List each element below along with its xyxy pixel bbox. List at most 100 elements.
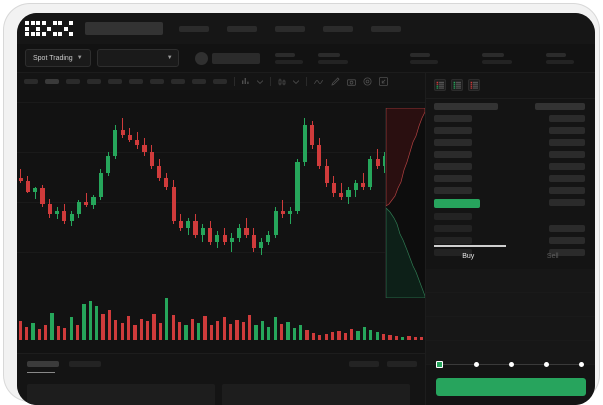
volume-bar — [165, 298, 169, 340]
timeframe-button-4[interactable] — [87, 79, 101, 84]
order-form-field[interactable] — [426, 269, 595, 293]
orderbook-ask-row[interactable] — [434, 175, 472, 182]
orderbook-bid-row[interactable] — [434, 213, 472, 220]
percent-slider[interactable] — [436, 360, 586, 370]
volume-bar — [37, 328, 41, 340]
orderbook-ask-row[interactable] — [434, 151, 472, 158]
volume-bar — [241, 321, 245, 340]
volume-bar — [44, 324, 48, 340]
volume-bar — [171, 315, 175, 340]
market-depth-overlay — [385, 108, 425, 298]
candle-body — [288, 210, 293, 215]
settings-icon[interactable] — [363, 77, 372, 86]
volume-bar — [184, 324, 188, 340]
orders-tab-2[interactable] — [69, 361, 101, 367]
orderbook-bid-row[interactable] — [434, 225, 472, 232]
candle-wick — [20, 169, 22, 184]
camera-icon[interactable] — [347, 78, 356, 86]
slider-stop-100[interactable] — [579, 361, 584, 367]
candle-body — [142, 145, 147, 153]
timeframe-button-1[interactable] — [24, 79, 38, 84]
chevron-down-icon[interactable] — [257, 79, 263, 84]
slider-stop-75[interactable] — [544, 361, 549, 367]
orderbook-ask-row[interactable] — [434, 139, 472, 146]
timeframe-button-7[interactable] — [150, 79, 164, 84]
orders-tab-1[interactable] — [27, 361, 59, 367]
timeframe-button-6[interactable] — [129, 79, 143, 84]
orderbook-ask-amount — [549, 127, 585, 134]
timeframe-button-5[interactable] — [108, 79, 122, 84]
orderbook-ask-row[interactable] — [434, 115, 472, 122]
orderbook-ask-amount — [549, 139, 585, 146]
order-form-field[interactable] — [426, 317, 595, 341]
order-form-field[interactable] — [426, 293, 595, 317]
orders-placeholder-block — [222, 384, 410, 405]
price-chart[interactable] — [17, 90, 425, 353]
pencil-icon[interactable] — [331, 77, 340, 86]
candle-wick — [362, 172, 364, 190]
volume-bar — [279, 323, 284, 340]
orderbook-bid-row[interactable] — [434, 237, 472, 244]
candle-body — [361, 183, 366, 187]
volume-bar — [324, 333, 328, 340]
orderbook-ask-row[interactable] — [434, 187, 472, 194]
volume-bar — [216, 320, 220, 340]
nav-item-5[interactable] — [371, 25, 401, 32]
nav-item-3[interactable] — [275, 25, 305, 32]
trading-pair-selector[interactable]: ▼ — [96, 49, 179, 67]
nav-item-4[interactable] — [323, 25, 353, 32]
tab-buy[interactable]: Buy — [462, 252, 475, 260]
orderbook-bid-row[interactable] — [434, 249, 472, 256]
line-tool-icon[interactable] — [314, 79, 324, 85]
market-type-selector[interactable]: Spot Trading ▼ — [25, 49, 91, 67]
order-book[interactable] — [426, 101, 595, 256]
timeframe-button-8[interactable] — [171, 79, 185, 84]
candle-body — [69, 214, 74, 221]
orderbook-ask-row[interactable] — [434, 127, 472, 134]
orders-action-2[interactable] — [387, 361, 417, 367]
candle-body — [368, 159, 373, 187]
toolbar-divider — [270, 77, 271, 86]
nav-item-2[interactable] — [227, 25, 257, 32]
slider-stop-25[interactable] — [474, 361, 479, 367]
nav-item-1[interactable] — [179, 25, 209, 32]
timeframe-button-9[interactable] — [192, 79, 206, 84]
volume-bar — [394, 335, 398, 340]
slider-handle[interactable] — [436, 361, 443, 368]
timeframe-button-2[interactable] — [45, 79, 59, 84]
toolbar-divider — [234, 77, 235, 86]
submit-order-button[interactable] — [436, 378, 586, 396]
volume-bar — [375, 331, 379, 340]
candle-body — [259, 241, 264, 249]
volume-bar — [337, 330, 341, 340]
volume-bar — [381, 333, 386, 340]
orderbook-mode-buy-icon[interactable] — [451, 79, 463, 91]
volume-bar — [401, 336, 405, 340]
candle-body — [324, 165, 329, 184]
timeframe-button-10[interactable] — [213, 79, 227, 84]
chevron-down-icon[interactable] — [293, 79, 299, 84]
volume-bar — [388, 334, 392, 340]
candle-body — [295, 162, 300, 211]
slider-stop-50[interactable] — [509, 361, 514, 367]
tab-sell[interactable]: Sell — [546, 252, 559, 260]
candle-body — [375, 159, 380, 166]
candle-body — [339, 193, 344, 197]
orders-action-1[interactable] — [349, 361, 379, 367]
orderbook-mode-sell-icon[interactable] — [468, 79, 480, 91]
candle-body — [40, 188, 45, 204]
indicators-icon[interactable] — [242, 78, 250, 85]
orderbook-ask-row[interactable] — [434, 163, 472, 170]
volume-bar — [222, 317, 226, 340]
trade-sidebar: Buy Sell — [425, 73, 595, 405]
search-input[interactable] — [85, 22, 163, 35]
fullscreen-icon[interactable] — [379, 77, 388, 86]
timeframe-button-3[interactable] — [66, 79, 80, 84]
candle-body — [18, 177, 23, 182]
volume-bar — [120, 322, 124, 340]
chart-type-icon[interactable] — [278, 78, 286, 86]
volume-bar — [292, 327, 296, 340]
orderbook-mode-both-icon[interactable] — [434, 79, 446, 91]
volume-bar — [286, 321, 290, 340]
okx-logo-icon[interactable] — [25, 21, 73, 36]
